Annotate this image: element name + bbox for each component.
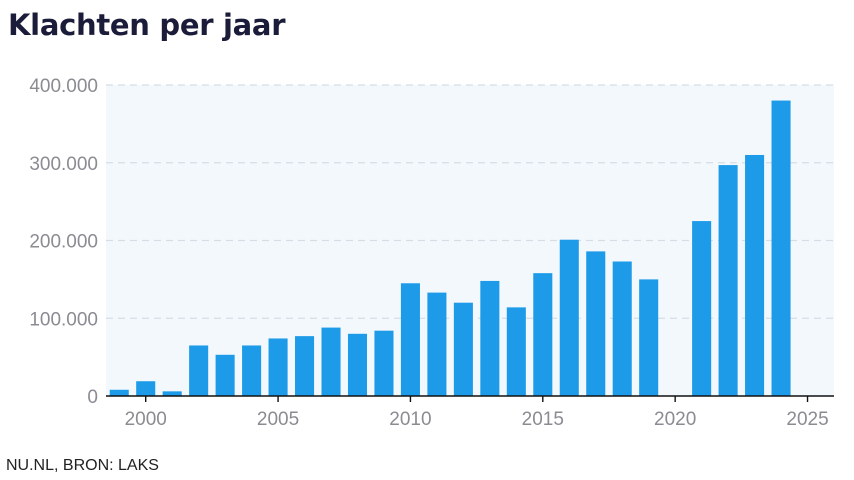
- y-tick-label: 0: [87, 387, 98, 408]
- bar: [374, 330, 394, 396]
- y-tick-label: 200.000: [29, 232, 98, 253]
- bar: [321, 327, 341, 396]
- bar: [242, 345, 262, 396]
- y-tick-label: 400.000: [29, 76, 98, 97]
- bar: [295, 336, 315, 396]
- bar: [745, 154, 765, 396]
- bar: [136, 381, 156, 396]
- x-tick-label: 2020: [654, 409, 696, 430]
- y-axis-ticks: 0 100.000 200.000 300.000 400.000: [29, 76, 98, 408]
- bar: [109, 389, 129, 396]
- x-axis-ticks: 2000 2005 2010 2015 2020 2025: [125, 396, 829, 430]
- bar: [347, 333, 368, 396]
- bars: [109, 100, 791, 397]
- source-credit: NU.NL, BRON: LAKS: [6, 457, 159, 474]
- bar: [400, 283, 420, 396]
- x-tick-label: 2000: [125, 409, 167, 430]
- bar: [453, 302, 473, 396]
- bar: [771, 100, 791, 397]
- bar: [586, 251, 606, 396]
- x-tick-label: 2015: [522, 409, 564, 430]
- bar: [162, 391, 182, 396]
- x-tick-label: 2025: [786, 409, 828, 430]
- bar: [639, 279, 659, 396]
- bar: [533, 273, 553, 396]
- bar: [215, 354, 235, 396]
- chart-title: Klachten per jaar: [8, 8, 286, 42]
- bar-chart: 2000 2005 2010 2015 2020 2025 0 100.000 200.000…: [29, 76, 834, 430]
- bar: [427, 292, 447, 396]
- bar: [189, 345, 209, 396]
- bar: [268, 338, 288, 396]
- x-tick-label: 2005: [257, 409, 299, 430]
- bar: [480, 280, 500, 396]
- bar: [692, 221, 712, 396]
- y-tick-label: 300.000: [29, 154, 98, 175]
- bar: [559, 239, 579, 396]
- bar: [718, 165, 738, 396]
- bar: [612, 261, 632, 396]
- x-tick-label: 2010: [389, 409, 431, 430]
- gridlines: [106, 84, 834, 319]
- y-tick-label: 100.000: [29, 309, 98, 330]
- bar: [506, 307, 526, 396]
